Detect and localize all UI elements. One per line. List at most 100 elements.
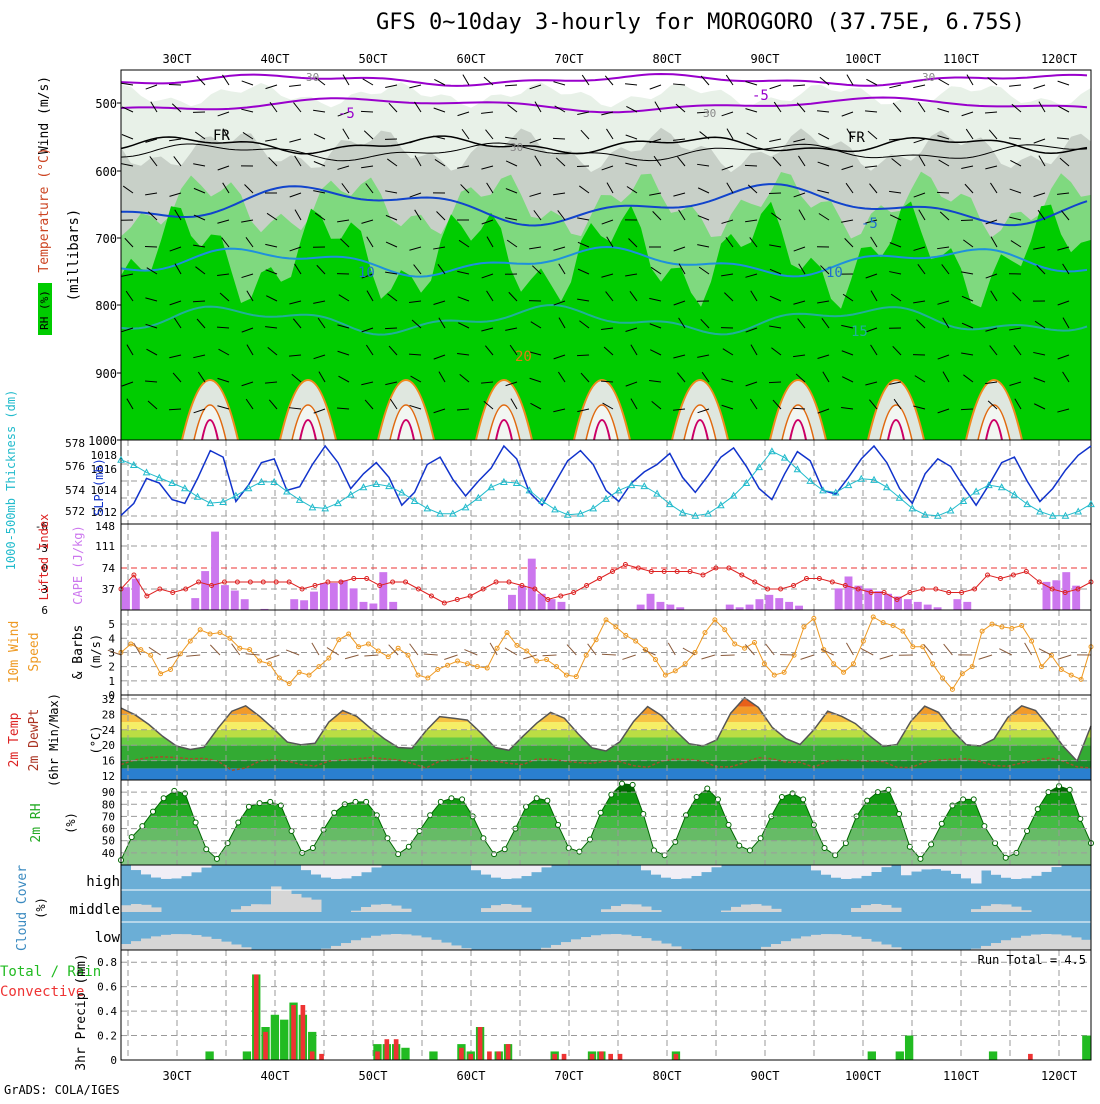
thick-tick-2: 574 bbox=[65, 484, 85, 497]
cloud-high-52 bbox=[641, 865, 652, 870]
cloud-high-83 bbox=[951, 865, 962, 874]
rh-marker-46 bbox=[609, 792, 614, 797]
cloud-low-73 bbox=[851, 937, 862, 950]
cloud-mid-1 bbox=[131, 904, 142, 912]
wind-ylabel-d: (m/s) bbox=[89, 634, 103, 670]
upper-ylabel-mb: (millibars) bbox=[66, 209, 82, 302]
cloud-low-3 bbox=[151, 936, 162, 950]
cloud-low-32 bbox=[441, 943, 452, 950]
precip-total-bar-84 bbox=[905, 1036, 913, 1060]
rh-marker-4 bbox=[161, 796, 166, 801]
cloud-low-54 bbox=[661, 944, 672, 950]
date-bottom-4: 70CT bbox=[555, 1069, 584, 1083]
cape-bar-11 bbox=[231, 591, 239, 610]
rh-marker-59 bbox=[747, 848, 752, 853]
rh-marker-7 bbox=[193, 820, 198, 825]
cloud-high-73 bbox=[851, 865, 862, 878]
cloud-mid-3 bbox=[151, 907, 162, 912]
cloud-low-9 bbox=[211, 939, 222, 950]
date-bottom-6: 90CT bbox=[751, 1069, 780, 1083]
wind-barb-2 bbox=[169, 84, 181, 85]
sfc-barb-88 bbox=[979, 655, 992, 659]
temp-band-4 bbox=[121, 730, 1091, 738]
temp-tick-2: 24 bbox=[102, 724, 116, 737]
precip-conv-bar-27 bbox=[375, 1051, 380, 1060]
sfc-barb-8 bbox=[186, 655, 200, 656]
precip-conv-bar-20 bbox=[310, 1051, 315, 1060]
cloud-high-6 bbox=[181, 865, 192, 876]
rh-marker-82 bbox=[993, 841, 998, 846]
rh-marker-67 bbox=[833, 853, 838, 858]
precip-run-total: Run Total = 4.5 bbox=[978, 953, 1086, 967]
cloud-high-40 bbox=[521, 865, 532, 876]
contour-label-5: 10 bbox=[358, 265, 375, 281]
cloud-low-6 bbox=[181, 934, 192, 950]
cape-bar-52 bbox=[637, 605, 645, 610]
precip-total-bar-93 bbox=[989, 1051, 997, 1060]
cloud-low-76 bbox=[881, 944, 892, 950]
wind-barb-419 bbox=[577, 355, 589, 356]
cloud-mid-53 bbox=[651, 910, 662, 912]
rh-tick-3: 60 bbox=[102, 823, 115, 836]
cape-bar-80 bbox=[914, 602, 922, 610]
cape-bar-21 bbox=[330, 583, 338, 610]
cloud-high-38 bbox=[501, 865, 512, 879]
cloud-low-74 bbox=[861, 939, 872, 950]
contour-label-8: 20 bbox=[515, 349, 532, 365]
temp-band-0 bbox=[121, 768, 1091, 780]
cape-bar-23 bbox=[350, 588, 358, 610]
wind-tick-4: 1 bbox=[108, 675, 115, 688]
temp-bands bbox=[121, 695, 1091, 780]
rh-marker-64 bbox=[801, 797, 806, 802]
sfc-barb-30 bbox=[410, 644, 418, 655]
cloud-mid-23 bbox=[351, 911, 362, 912]
temp-tick-4: 16 bbox=[102, 755, 115, 768]
cloud-mid-73 bbox=[851, 908, 862, 912]
date-bottom-7: 100CT bbox=[845, 1069, 881, 1083]
cape-bar-85 bbox=[963, 602, 971, 610]
wind-ylabel-b: Speed bbox=[27, 632, 42, 671]
cloud-low-71 bbox=[831, 934, 842, 950]
wind-barb-371 bbox=[385, 328, 397, 329]
cloud-mid-27 bbox=[391, 906, 402, 912]
precip-conv-bar-14 bbox=[254, 974, 259, 1060]
rh-marker-86 bbox=[1035, 807, 1040, 812]
cloud-mid-86 bbox=[981, 906, 992, 912]
cloud-high-69 bbox=[811, 865, 822, 870]
contour-label-7: 15 bbox=[851, 324, 868, 340]
cloud-low-70 bbox=[821, 934, 832, 950]
cape-bar-41 bbox=[528, 559, 536, 610]
date-top-2: 50CT bbox=[359, 52, 388, 66]
rh-marker-8 bbox=[204, 847, 209, 852]
rh-marker-45 bbox=[598, 810, 603, 815]
rh-tick-4: 50 bbox=[102, 835, 115, 848]
rh-marker-78 bbox=[950, 803, 955, 808]
precip-total-bar-13 bbox=[243, 1051, 251, 1060]
cloud-ylabel-a: Cloud Cover bbox=[15, 865, 30, 951]
cape-ylabel-cape: CAPE (J/kg) bbox=[71, 525, 85, 604]
rh-marker-50 bbox=[651, 848, 656, 853]
wind-barb-467 bbox=[769, 382, 781, 383]
cloud-low-33 bbox=[451, 945, 462, 950]
cloud-low-29 bbox=[411, 936, 422, 950]
sfc-barb-20 bbox=[312, 643, 319, 655]
cape-bar-0 bbox=[122, 587, 130, 610]
cloud-low-43 bbox=[551, 945, 562, 950]
cape-bar-65 bbox=[765, 595, 773, 610]
date-top-7: 100CT bbox=[845, 52, 881, 66]
cloud-low-28 bbox=[401, 934, 412, 950]
date-bottom-9: 120CT bbox=[1041, 1069, 1077, 1083]
cloud-high-72 bbox=[841, 865, 852, 879]
date-top-8: 110CT bbox=[943, 52, 979, 66]
precip-conv-bar-52 bbox=[608, 1054, 613, 1060]
cape-bar-25 bbox=[369, 604, 377, 610]
date-top-6: 90CT bbox=[751, 52, 780, 66]
temp-band-3 bbox=[121, 738, 1091, 746]
cape-bar-19 bbox=[310, 592, 318, 610]
rh-marker-41 bbox=[556, 822, 561, 827]
date-bottom-1: 40CT bbox=[261, 1069, 290, 1083]
sfc-barb-18 bbox=[286, 650, 299, 655]
rh-tick-2: 70 bbox=[102, 810, 115, 823]
